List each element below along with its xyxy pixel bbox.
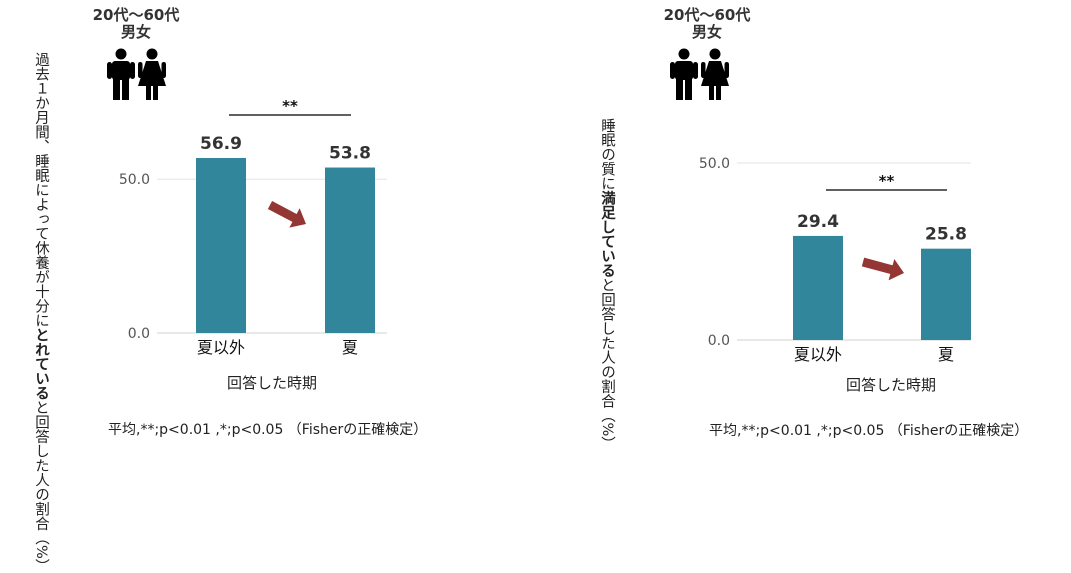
male-female-icon [107, 48, 166, 100]
bar [921, 248, 971, 340]
data-label: 25.8 [925, 225, 967, 245]
y-tick-label: 50.0 [699, 156, 730, 172]
y-axis-label: 睡眠の質に満足していると回答した人の割合（%） [598, 118, 616, 451]
data-label: 53.8 [329, 144, 371, 164]
demographic-gender: 男女 [691, 23, 722, 41]
y-axis-label-part: 過去１か月間、睡眠によって休養が十分に [33, 52, 49, 328]
footnote: 平均,**;p<0.01 ,*;p<0.05 （Fisherの正確検定） [709, 423, 1029, 439]
x-tick-label: 夏以外 [794, 345, 842, 364]
demographic-age: 20代～60代 [663, 6, 751, 24]
y-axis-label-part: と回答した人の割合（%） [599, 277, 615, 451]
demographic-age: 20代～60代 [92, 6, 180, 24]
data-label: 56.9 [200, 134, 242, 154]
x-tick-label: 夏 [342, 338, 358, 357]
data-label: 29.4 [797, 212, 839, 232]
bar [325, 167, 375, 333]
y-tick-label: 0.0 [708, 333, 730, 349]
decrease-arrow-icon [861, 257, 905, 281]
demographic-title: 20代～60代 男女 [647, 7, 767, 41]
y-axis-label-part: 睡眠の質に [599, 118, 615, 191]
significance-label: ** [879, 172, 895, 190]
x-tick-label: 夏以外 [197, 338, 245, 357]
chart-panel-left: 20代～60代 男女 過去１か月間、睡眠によって休養が十分にとれていると回答した… [0, 0, 535, 573]
male-female-icon [670, 48, 729, 100]
y-tick-label: 0.0 [128, 326, 150, 342]
x-axis-label: 回答した時期 [846, 376, 936, 394]
significance-label: ** [282, 97, 298, 115]
demographic-title: 20代～60代 男女 [76, 7, 196, 41]
demographic-gender: 男女 [120, 23, 151, 41]
y-tick-label: 50.0 [119, 172, 150, 188]
bar [793, 235, 843, 340]
y-axis-label-part-bold: 満足している [599, 190, 615, 278]
x-axis-label: 回答した時期 [227, 374, 317, 392]
decrease-arrow-icon [267, 201, 307, 228]
footnote: 平均,**;p<0.01 ,*;p<0.05 （Fisherの正確検定） [108, 422, 428, 438]
y-axis-label-part-bold: とれている [33, 327, 49, 401]
x-tick-label: 夏 [938, 345, 954, 364]
bar [196, 158, 246, 333]
chart-panel-right: 20代～60代 男女 睡眠の質に満足していると回答した人の割合（%） 0.0 50… [535, 0, 1071, 451]
